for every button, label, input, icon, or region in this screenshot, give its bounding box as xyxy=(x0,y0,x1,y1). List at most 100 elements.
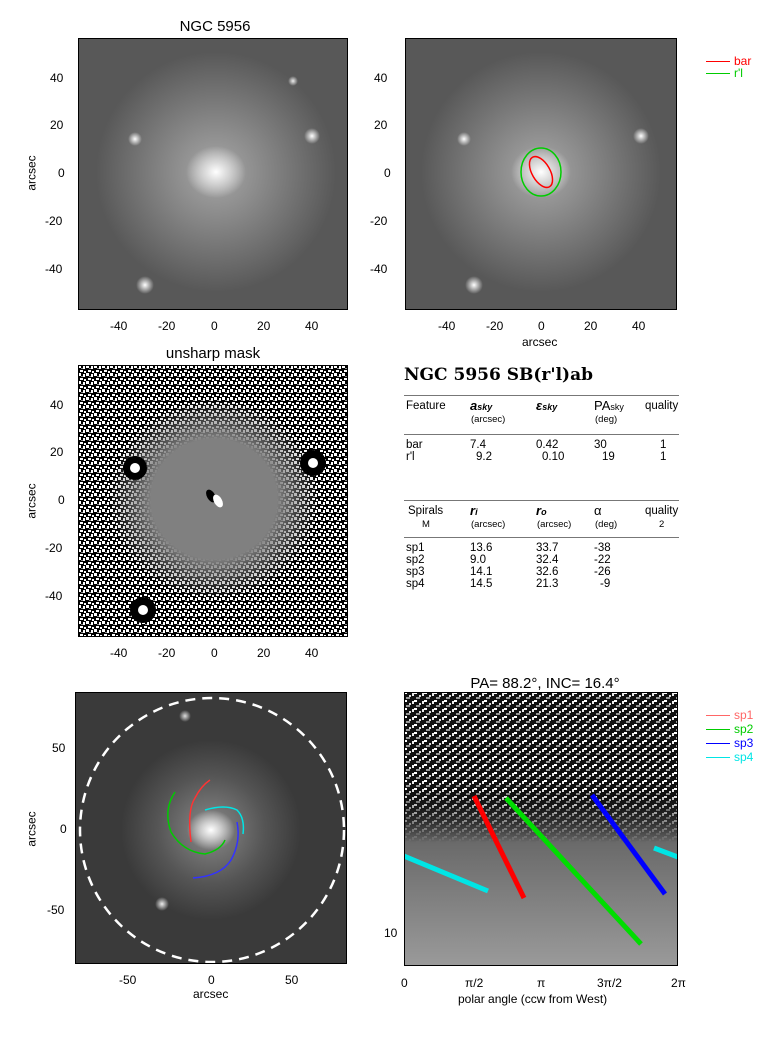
ytick-label: -20 xyxy=(45,214,63,228)
unit-label: (deg) xyxy=(595,519,618,530)
cell: 14.5 xyxy=(470,578,493,590)
cell: -26 xyxy=(594,566,611,578)
cell: sp1 xyxy=(406,542,425,554)
xtick-label: 3π/2 xyxy=(597,976,622,990)
col-header: Feature xyxy=(406,400,446,412)
star-blob xyxy=(136,276,154,294)
cell: sp3 xyxy=(406,566,425,578)
ytick-label: 40 xyxy=(50,71,64,85)
polar-unwrap-panel xyxy=(404,692,678,966)
cell: 21.3 xyxy=(536,578,559,590)
spiral-arms-overlay xyxy=(75,692,347,964)
core-bright-lobe xyxy=(213,494,223,508)
legend-label: r'l xyxy=(734,66,743,80)
xtick-label: 40 xyxy=(632,319,646,333)
bar-ellipse xyxy=(528,155,554,189)
xtick-label: 20 xyxy=(584,319,598,333)
col-header: PAsky xyxy=(594,398,624,413)
col-header: asky xyxy=(470,398,493,413)
cell: 9.2 xyxy=(476,451,492,463)
unit-label: (deg) xyxy=(595,414,618,425)
xtick-label: 50 xyxy=(285,973,299,987)
ytick-label: 40 xyxy=(50,398,64,412)
star-blob xyxy=(155,897,169,911)
legend-label: sp1 xyxy=(734,708,754,722)
cell: 1 xyxy=(660,451,667,463)
panel5-ylabel: arcsec xyxy=(24,811,39,847)
legend-sp1: sp1 xyxy=(706,708,753,722)
panel1-frame xyxy=(78,38,348,310)
xtick-label: -50 xyxy=(119,973,137,987)
cell: bar xyxy=(406,439,423,451)
xtick-label: 20 xyxy=(257,646,271,660)
legend-line xyxy=(706,742,730,744)
sp4-trace xyxy=(404,853,489,894)
sp2-trace xyxy=(504,796,643,946)
col-header: quality xyxy=(645,505,679,517)
xtick-label: -40 xyxy=(110,319,128,333)
unit-label: M xyxy=(422,519,430,530)
xtick-label: π xyxy=(537,976,546,990)
legend-rl: r'l xyxy=(706,66,743,80)
ytick-label: -40 xyxy=(45,589,63,603)
panel3-title: unsharp mask xyxy=(165,345,261,362)
sp1-trace xyxy=(471,794,527,900)
panel5-xlabel: arcsec xyxy=(193,987,229,1001)
legend-label: sp3 xyxy=(734,736,754,750)
arm-sp2 xyxy=(167,791,226,855)
xtick-label: -20 xyxy=(158,646,176,660)
ytick-label: 0 xyxy=(58,166,65,180)
cell: -9 xyxy=(600,578,611,590)
arm-sp1 xyxy=(188,779,211,843)
unit-label: (arcsec) xyxy=(471,414,506,425)
xtick-label: 40 xyxy=(305,319,319,333)
xtick-label: 0 xyxy=(538,319,545,333)
cell: 32.4 xyxy=(536,554,559,566)
cell: 0.10 xyxy=(542,451,565,463)
panel1-ylabel: arcsec xyxy=(24,155,39,191)
cell: 7.4 xyxy=(470,439,486,451)
ytick-label: 40 xyxy=(374,71,388,85)
cell: -22 xyxy=(594,554,611,566)
unit-label: (arcsec) xyxy=(537,519,572,530)
ytick-label: 10 xyxy=(384,926,398,940)
unit-label: (arcsec) xyxy=(471,519,506,530)
xtick-label: -40 xyxy=(438,319,456,333)
xtick-label: 2π xyxy=(671,976,686,990)
cell: r'l xyxy=(406,451,415,463)
col-header: εsky xyxy=(536,398,558,413)
star-blob xyxy=(128,132,142,146)
cell: 0.42 xyxy=(536,439,559,451)
table-rule xyxy=(404,537,679,538)
table-rule xyxy=(404,434,679,435)
legend-label: sp2 xyxy=(734,722,754,736)
cell: sp4 xyxy=(406,578,425,590)
outer-radius-circle xyxy=(78,696,346,964)
table-rule xyxy=(404,500,679,501)
panel6-title: PA= 88.2°, INC= 16.4° xyxy=(470,675,620,692)
xtick-label: 40 xyxy=(305,646,319,660)
spiral-arms-panel xyxy=(75,692,347,964)
unit-label: 2 xyxy=(659,519,665,530)
legend-line xyxy=(706,60,730,62)
unsharp-mask-panel xyxy=(78,365,348,637)
panel3-ylabel: arcsec xyxy=(24,483,39,519)
sp4-trace xyxy=(653,845,678,860)
ytick-label: 20 xyxy=(50,445,64,459)
legend-label: sp4 xyxy=(734,750,754,764)
rl-ellipse xyxy=(520,147,562,197)
table-rule xyxy=(404,395,679,396)
ytick-label: 0 xyxy=(384,166,391,180)
ytick-label: -50 xyxy=(47,903,65,917)
ellipse-overlay xyxy=(405,38,677,310)
ytick-label: 0 xyxy=(58,493,65,507)
xtick-label: 0 xyxy=(401,976,408,990)
ytick-label: 0 xyxy=(60,822,67,836)
col-header: ri xyxy=(470,503,478,518)
xtick-label: -20 xyxy=(158,319,176,333)
galaxy-image-panel xyxy=(78,38,348,310)
xtick-label: 0 xyxy=(211,646,218,660)
cell: sp2 xyxy=(406,554,425,566)
xtick-label: -20 xyxy=(486,319,504,333)
features-table: Feature asky εsky PAsky quality (arcsec)… xyxy=(404,398,679,473)
